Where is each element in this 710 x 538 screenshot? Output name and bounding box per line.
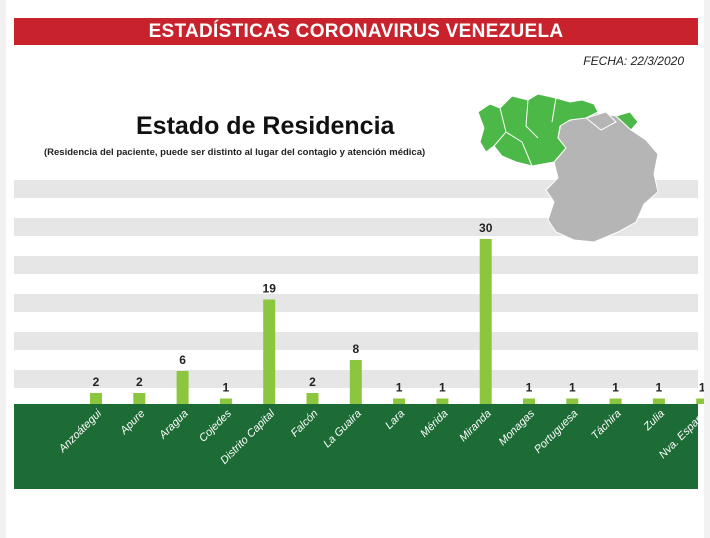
value-label: 1 bbox=[656, 381, 663, 395]
value-labels-group: 2 2 6 1 19 2 8 1 1 30 1 1 1 1 1 bbox=[93, 221, 704, 395]
bar bbox=[263, 299, 276, 404]
grid-stripe bbox=[14, 218, 698, 236]
value-label: 1 bbox=[612, 381, 619, 395]
bar bbox=[436, 398, 449, 404]
grid-stripe bbox=[14, 256, 698, 274]
value-label: 1 bbox=[223, 381, 230, 395]
value-label: 1 bbox=[526, 381, 533, 395]
chart-title: Estado de Residencia bbox=[136, 112, 395, 140]
page: ESTADÍSTICAS CORONAVIRUS VENEZUELA FECHA… bbox=[6, 0, 704, 538]
grid-stripe bbox=[14, 294, 698, 312]
value-label: 19 bbox=[263, 282, 277, 296]
value-label: 1 bbox=[439, 381, 446, 395]
value-label: 1 bbox=[396, 381, 403, 395]
grid-stripes bbox=[14, 180, 698, 388]
bar bbox=[479, 239, 492, 404]
value-label: 8 bbox=[352, 342, 359, 356]
bar bbox=[306, 393, 319, 404]
bar bbox=[90, 393, 102, 404]
bar bbox=[696, 398, 704, 404]
bar bbox=[609, 398, 622, 404]
x-axis-band bbox=[14, 404, 698, 489]
value-label: 1 bbox=[699, 381, 704, 395]
chart-subtitle: (Residencia del paciente, puede ser dist… bbox=[44, 147, 426, 158]
bar bbox=[219, 398, 232, 404]
value-label: 30 bbox=[479, 221, 493, 235]
bar bbox=[176, 371, 189, 404]
value-label: 1 bbox=[569, 381, 576, 395]
bar bbox=[523, 398, 535, 404]
value-label: 2 bbox=[309, 375, 316, 389]
bar bbox=[566, 398, 579, 404]
venezuela-map-icon bbox=[477, 93, 659, 243]
bar bbox=[349, 360, 362, 404]
date-label: FECHA: 22/3/2020 bbox=[583, 54, 684, 68]
grid-stripe bbox=[14, 332, 698, 350]
bar bbox=[652, 398, 665, 404]
bar bbox=[393, 398, 406, 404]
banner-title: ESTADÍSTICAS CORONAVIRUS VENEZUELA bbox=[14, 18, 698, 45]
grid-stripe bbox=[14, 180, 698, 198]
value-label: 2 bbox=[136, 375, 143, 389]
value-label: 6 bbox=[179, 353, 186, 367]
bar bbox=[133, 393, 146, 404]
bars-group bbox=[90, 239, 704, 404]
value-label: 2 bbox=[93, 375, 100, 389]
